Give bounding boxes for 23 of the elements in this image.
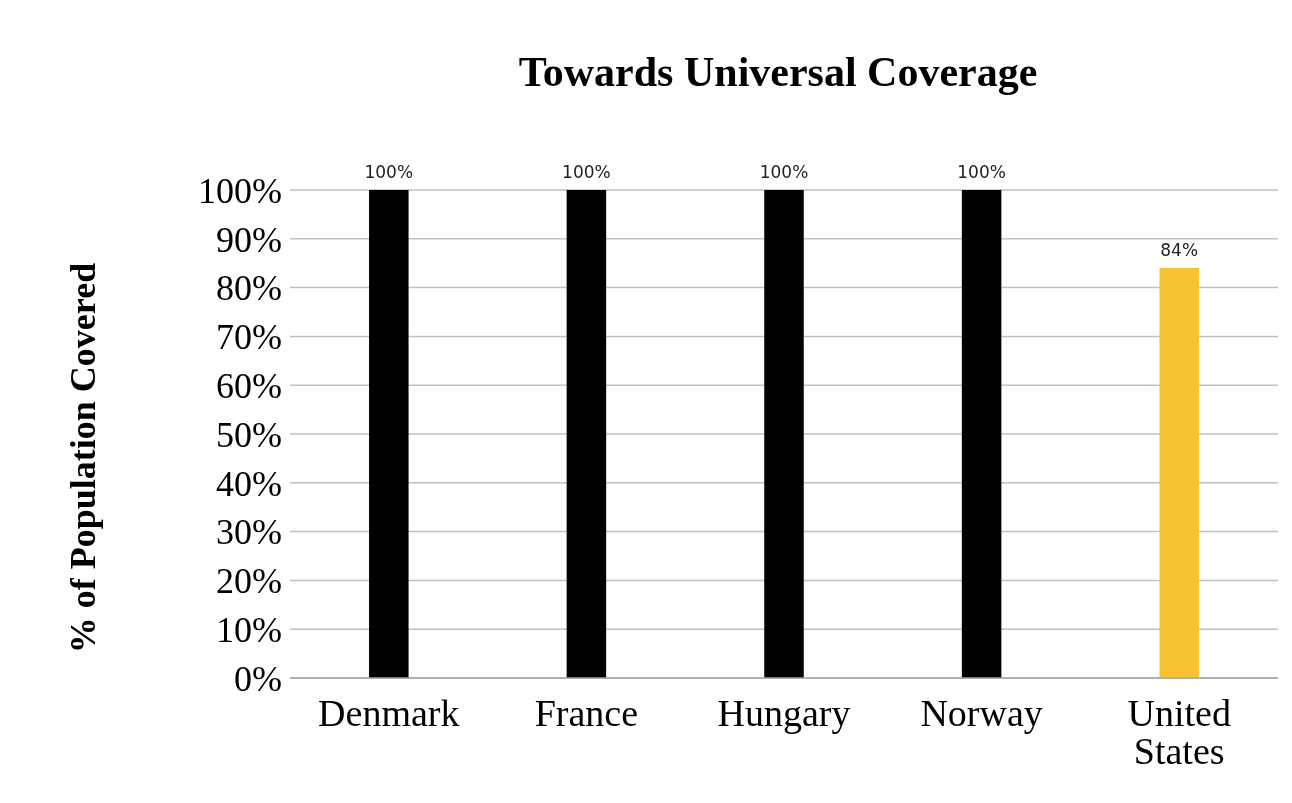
data-label: 100% (364, 162, 414, 182)
y-tick-label: 100% (198, 170, 282, 211)
data-label: 100% (957, 162, 1006, 182)
y-tick-label: 20% (216, 561, 282, 602)
chart-title: Towards Universal Coverage (517, 48, 1039, 96)
data-label: 100% (562, 162, 611, 182)
y-tick-label: 0% (234, 658, 282, 699)
y-tick-label: 60% (216, 365, 282, 406)
y-axis-title: % of Population Covered (62, 262, 104, 654)
x-tick-label: Norway (920, 692, 1043, 734)
y-tick-label: 50% (216, 414, 282, 455)
y-tick-label: 70% (216, 317, 282, 358)
y-tick-label: 90% (216, 219, 282, 260)
y-tick-label: 40% (216, 463, 282, 504)
y-tick-label: 80% (216, 268, 282, 309)
x-tick-label: United States (1127, 692, 1231, 772)
y-tick-label: 10% (216, 609, 282, 650)
x-tick-label: Denmark (318, 692, 460, 734)
y-tick-label: 30% (216, 512, 282, 553)
x-tick-label: Hungary (717, 692, 851, 734)
data-label: 84% (1160, 240, 1199, 261)
x-tick-label: France (534, 692, 639, 734)
data-label: 100% (759, 162, 809, 182)
